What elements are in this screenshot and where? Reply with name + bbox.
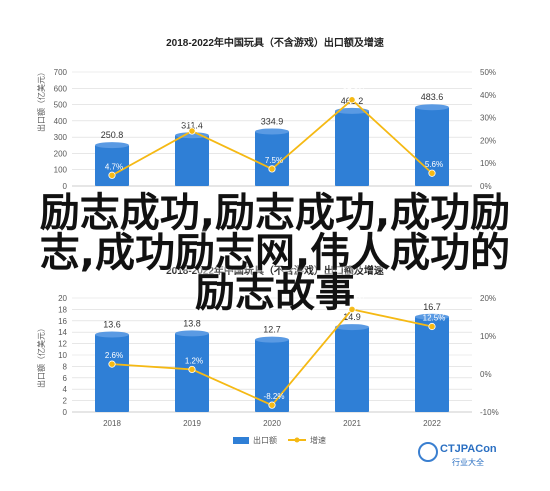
chart2-growth-point — [188, 365, 196, 374]
chart1-left-tick-label: 400 — [54, 117, 68, 126]
chart2-growth-label: 1.2% — [185, 356, 203, 365]
chart2-x-tick-label: 2018 — [103, 419, 121, 428]
chart1-growth-point — [428, 169, 436, 177]
overlay-line-1: 励志成功,励志成功,成功励 — [39, 190, 511, 236]
chart1-left-tick-label: 700 — [54, 68, 68, 77]
chart2-right-tick-label: 0% — [480, 370, 492, 379]
chart1-bar-cap — [255, 128, 289, 135]
chart2-left-tick-label: 6 — [63, 374, 68, 383]
chart2-growth-label: 12.5% — [423, 314, 446, 323]
chart2-left-tick-label: 20 — [58, 294, 67, 303]
chart2-growth-point — [268, 401, 276, 409]
chart1-right-tick-label: 0% — [480, 182, 492, 191]
chart1-left-tick-label: 300 — [54, 133, 68, 142]
chart2-left-tick-label: 4 — [63, 385, 68, 394]
chart2-left-tick-label: 2 — [63, 397, 68, 406]
chart1-bar — [95, 145, 129, 186]
overlay-line-2: 志,成功励志网,伟人成功的 — [39, 230, 511, 276]
chart2-right-tick-label: -10% — [480, 408, 499, 417]
chart2-growth-point — [348, 305, 356, 313]
chart2-left-tick-label: 10 — [58, 351, 67, 360]
chart1-right-tick-label: 50% — [480, 68, 496, 77]
chart2-x-tick-label: 2022 — [423, 419, 441, 428]
chart1-right-tick-label: 20% — [480, 136, 496, 145]
chart1-left-tick-label: 0 — [63, 182, 68, 191]
chart2-bar — [415, 316, 449, 412]
chart2-left-tick-label: 8 — [63, 362, 68, 371]
legend-line-label: 增速 — [310, 435, 326, 445]
chart2-right-tick-label: 10% — [480, 332, 496, 341]
chart1-growth-point — [348, 96, 356, 104]
chart1-right-tick-label: 40% — [480, 91, 496, 100]
chart1-bar — [335, 110, 369, 186]
chart2-bar-value-label: 13.8 — [183, 318, 201, 328]
chart2-left-tick-label: 16 — [58, 317, 67, 326]
chart2-left-tick-label: 18 — [58, 305, 67, 314]
chart2-bar-cap — [415, 313, 449, 320]
chart2-bar-value-label: 13.6 — [103, 319, 121, 329]
legend-bar-swatch — [233, 437, 249, 444]
chart2-growth-point — [108, 360, 116, 368]
chart2-growth-point — [428, 322, 436, 331]
chart1-bar-value-label: 311.4 — [181, 120, 203, 130]
chart1-bar-cap — [335, 107, 369, 114]
chart1-bar-value-label: 483.6 — [421, 92, 444, 102]
chart1-growth-label: 37.8% — [343, 87, 366, 96]
chart2-bar-value-label: 12.7 — [263, 325, 281, 335]
chart2-growth-label: -8.2% — [264, 392, 285, 401]
legend-bar-label: 出口额 — [253, 435, 277, 445]
chart2-bar — [95, 334, 129, 412]
chart2-right-tick-label: 20% — [480, 294, 496, 303]
chart1-bar-cap — [95, 142, 129, 149]
chart1-bar-value-label: 334.9 — [261, 116, 284, 126]
chart1-bar-value-label: 250.8 — [101, 130, 124, 140]
chart1-bar-cap — [175, 132, 209, 139]
chart1-left-tick-label: 500 — [54, 101, 68, 110]
chart2-left-tick-label: 14 — [58, 328, 67, 337]
chart1-growth-point — [188, 127, 196, 135]
chart1-left-tick-label: 200 — [54, 149, 68, 158]
chart1-growth-label: 7.5% — [265, 156, 283, 165]
chart2-x-tick-label: 2019 — [183, 419, 201, 428]
chart1-bar — [255, 131, 289, 186]
chart2-x-tick-label: 2021 — [343, 419, 361, 428]
chart2-bar-cap — [95, 331, 129, 338]
chart1-title: 2018-2022年中国玩具（不含游戏）出口额及增速 — [166, 36, 384, 49]
chart1-left-tick-label: 600 — [54, 84, 68, 93]
chart2-bar-value-label: 14.9 — [343, 312, 361, 322]
chart2-title: 2018-2022年中国玩具（不含游戏）出口额及增速 — [166, 264, 384, 277]
chart1-growth-label: 5.6% — [425, 160, 443, 169]
chart2-bar-cap — [255, 336, 289, 343]
chart1-bar-cap — [415, 104, 449, 111]
chart2-left-tick-label: 12 — [58, 340, 67, 349]
chart1-growth-label: 4.7% — [105, 162, 123, 171]
chart1-growth-label: 24.1% — [183, 118, 206, 127]
chart1-growth-point — [268, 165, 276, 173]
chart2-bar — [335, 327, 369, 412]
watermark-brand: CTJPACon — [440, 443, 497, 455]
chart1-growth-point — [108, 171, 116, 179]
chart1-bar — [175, 135, 209, 186]
chart2-left-tick-label: 0 — [63, 408, 68, 417]
overlay-line-3: 励志故事 — [195, 270, 355, 316]
chart1-ylabel: 出口额（亿美元） — [36, 68, 46, 132]
watermark-sub: 行业大全 — [452, 457, 484, 467]
watermark-logo-icon — [418, 442, 438, 462]
chart1-right-tick-label: 10% — [480, 159, 496, 168]
chart2-bar-value-label: 16.7 — [423, 302, 441, 312]
chart2-growth-label: 2.6% — [105, 351, 123, 360]
chart2-bar-cap — [175, 330, 209, 337]
chart1-left-tick-label: 100 — [54, 166, 68, 175]
chart2-ylabel: 出口额（亿美元） — [36, 324, 46, 388]
legend-line-marker — [294, 437, 300, 443]
chart2-growth-label: 17.0% — [343, 296, 366, 305]
chart2-x-tick-label: 2020 — [263, 419, 281, 428]
chart2-bar-cap — [335, 324, 369, 331]
chart1-right-tick-label: 30% — [480, 114, 496, 123]
